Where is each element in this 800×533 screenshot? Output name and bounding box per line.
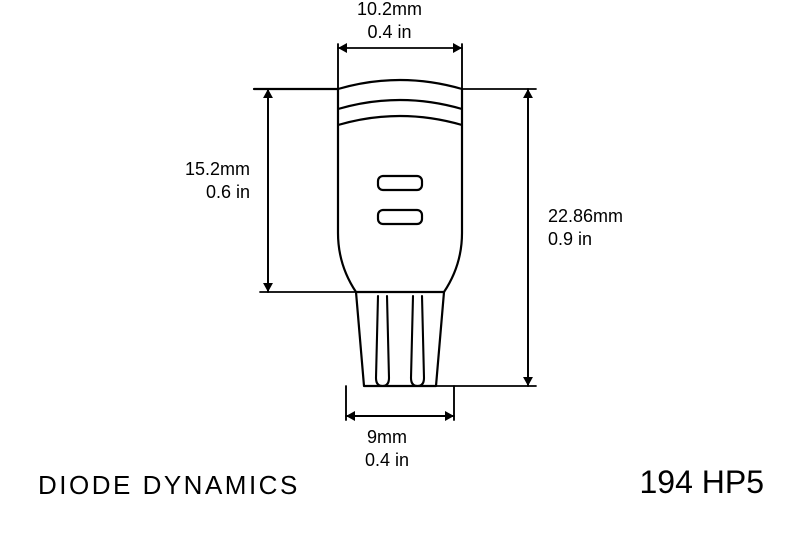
dim-body-in: 0.6 in bbox=[206, 182, 250, 202]
brand-label: DIODE DYNAMICS bbox=[38, 470, 300, 501]
dim-body-height: 15.2mm 0.6 in bbox=[130, 158, 250, 203]
dim-total-height: 22.86mm 0.9 in bbox=[548, 205, 623, 250]
dim-top-width: 10.2mm 0.4 in bbox=[357, 0, 422, 43]
dim-total-in: 0.9 in bbox=[548, 229, 592, 249]
dim-base-in: 0.4 in bbox=[365, 450, 409, 470]
dim-total-mm: 22.86mm bbox=[548, 206, 623, 226]
dim-top-mm: 10.2mm bbox=[357, 0, 422, 19]
dim-base-width: 9mm 0.4 in bbox=[365, 426, 409, 471]
dim-body-mm: 15.2mm bbox=[185, 159, 250, 179]
model-label: 194 HP5 bbox=[639, 464, 764, 501]
dim-base-mm: 9mm bbox=[367, 427, 407, 447]
dim-top-in: 0.4 in bbox=[367, 22, 411, 42]
